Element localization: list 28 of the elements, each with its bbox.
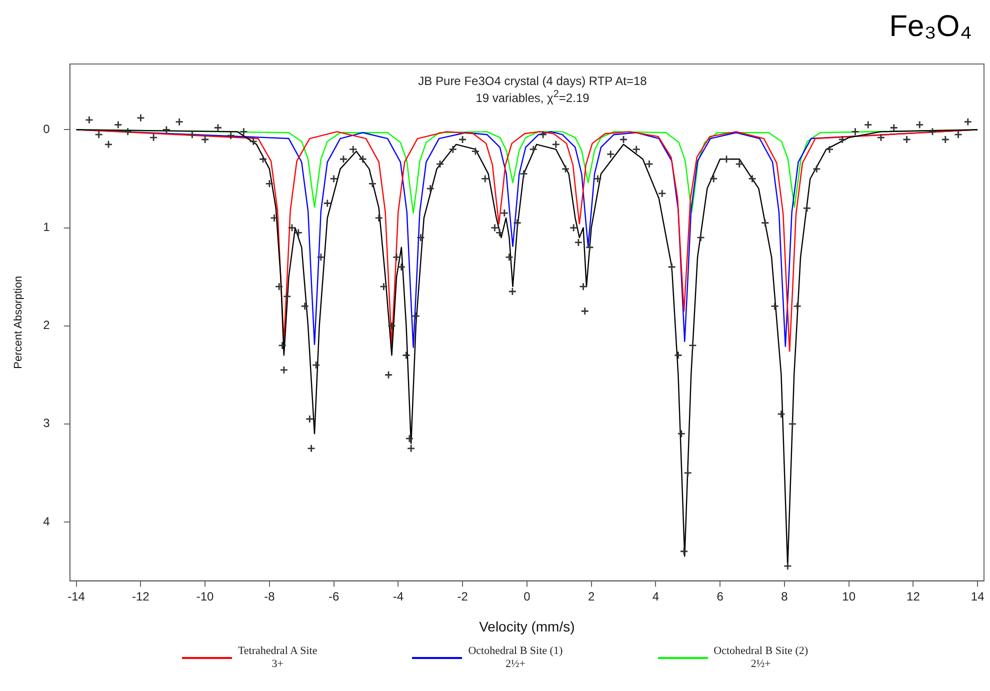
x-tick-label: -14 <box>68 589 86 604</box>
x-tick-label: -10 <box>196 589 214 604</box>
legend-label: Octohedral B Site (2) 2½+ <box>714 645 808 671</box>
x-tick-label: -4 <box>392 589 404 604</box>
x-tick-label: 2 <box>588 589 595 604</box>
x-tick-label: -6 <box>328 589 340 604</box>
y-axis-title: Percent Absorption <box>12 276 25 369</box>
y-tick-label: 3 <box>43 416 50 430</box>
text: 19 variables, χ$^{2}$=2.19 <box>476 89 590 105</box>
x-tick-label: 6 <box>716 589 724 604</box>
x-tick-label: -2 <box>457 589 468 604</box>
y-tick-label: 2 <box>43 318 50 332</box>
x-tick-label: -12 <box>132 589 150 604</box>
x-tick-label: -8 <box>264 589 276 604</box>
x-tick-label: 10 <box>842 589 856 604</box>
y-tick-label: 0 <box>43 122 50 136</box>
text: JB Pure Fe3O4 crystal (4 days) RTP At=18 <box>418 74 647 88</box>
x-axis-title: Velocity (mm/s) <box>479 618 575 634</box>
legend-label: Tetrahedral A Site 3+ <box>238 645 318 671</box>
x-tick-label: 8 <box>781 589 788 604</box>
legend-label: Octohedral B Site (1) 2½+ <box>468 645 563 671</box>
y-tick-label: 1 <box>43 220 50 234</box>
y-tick-label: 4 <box>43 514 50 528</box>
text: Fe₃O₄ <box>889 10 972 44</box>
x-tick-label: 0 <box>524 589 531 604</box>
x-tick-label: 4 <box>652 589 660 604</box>
x-tick-label: 14 <box>970 589 985 604</box>
x-tick-label: 12 <box>906 589 920 604</box>
